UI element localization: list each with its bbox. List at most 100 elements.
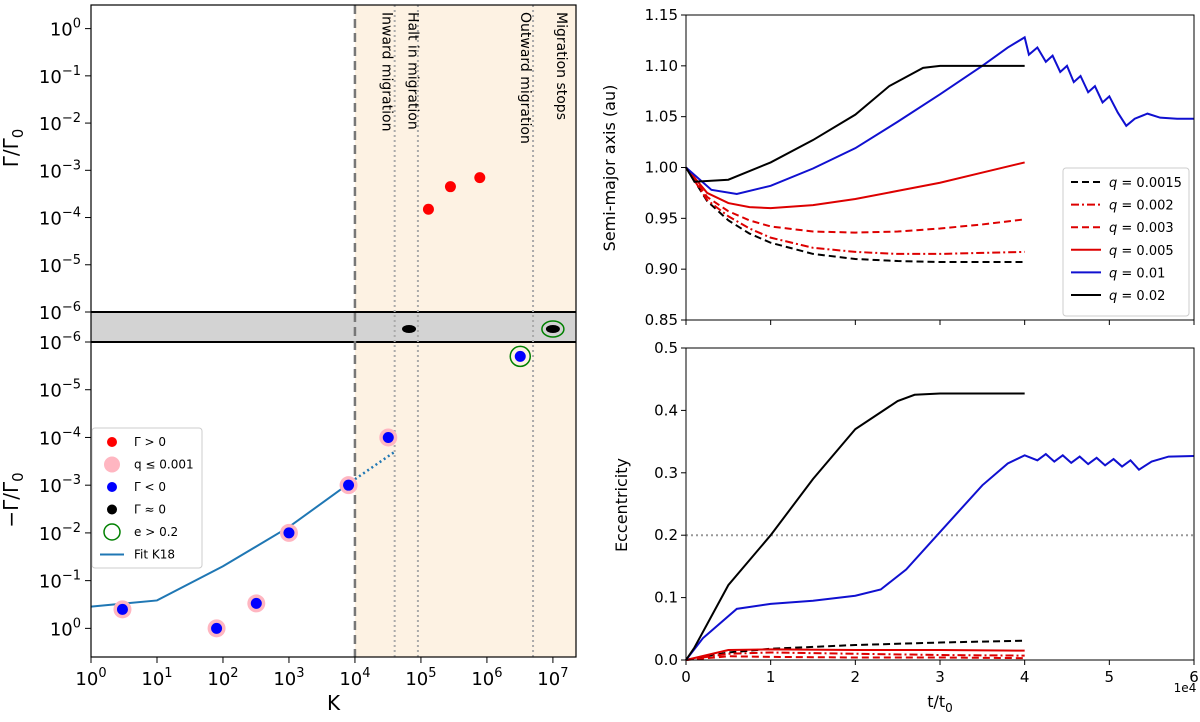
upper-y-tick-label-3-exp: −3 xyxy=(62,158,81,173)
lower-y-tick-label-6-base: 10 xyxy=(50,619,73,640)
eccentric-ring-zero-1 xyxy=(541,320,565,338)
right-legend-q-symbol-2: q xyxy=(1109,221,1117,236)
eccentricity-x-tick-label-5: 5 xyxy=(1105,668,1115,686)
x-tick-label-1-base: 10 xyxy=(141,669,164,690)
x-tick-label-0-base: 10 xyxy=(75,669,98,690)
upper-y-tick-label-1-exp: −1 xyxy=(62,64,81,79)
positive-torque-point-2 xyxy=(474,172,486,184)
lower-y-tick-label-6: 100 xyxy=(50,616,81,640)
lower-y-tick-label-4: 10−2 xyxy=(39,521,81,545)
lower-y-tick-label-5-exp: −1 xyxy=(62,569,81,584)
eccentricity-y-tick-label-2: 0.2 xyxy=(654,526,678,544)
x-tick-label-5: 105 xyxy=(405,666,436,690)
semimajor-series-line-3 xyxy=(685,161,1025,210)
right-legend-q-value-1: = 0.002 xyxy=(1117,199,1173,214)
lower-y-axis-label: −Γ/Γ0 xyxy=(0,472,27,527)
eccentricity-x-tick-label-6: 6 xyxy=(1189,668,1199,686)
upper-y-tick-label-5-exp: −5 xyxy=(62,253,81,268)
x-tick-label-3-base: 10 xyxy=(273,669,296,690)
x-tick-label-7: 107 xyxy=(537,666,568,690)
upper-y-tick-label-1: 10−1 xyxy=(39,64,81,88)
upper-y-tick-label-6-exp: −6 xyxy=(62,300,81,315)
upper-y-tick-label-6: 10−6 xyxy=(39,300,81,324)
zero-band xyxy=(91,312,576,342)
upper-y-tick-label-0-exp: 0 xyxy=(73,17,81,32)
upper-y-tick-label-2: 10−2 xyxy=(39,111,81,135)
right-legend-label-5: q = 0.02 xyxy=(1109,289,1165,304)
right-legend-q-value-2: = 0.003 xyxy=(1117,221,1173,236)
upper-y-tick-label-0: 100 xyxy=(50,17,81,41)
legend-label-neg: Γ < 0 xyxy=(134,480,166,494)
upper-y-tick-label-1-base: 10 xyxy=(39,67,62,88)
lower-y-tick-label-6-exp: 0 xyxy=(73,616,81,631)
legend-marker-zero xyxy=(107,504,117,515)
right-legend-label-4: q = 0.01 xyxy=(1109,266,1165,281)
x-tick-label-4: 104 xyxy=(339,666,370,690)
legend-marker-lowq xyxy=(104,456,120,473)
x-tick-label-6-exp: 6 xyxy=(494,666,502,681)
upper-y-tick-label-3: 10−3 xyxy=(39,158,81,182)
semimajor-series-line-5 xyxy=(685,64,1025,183)
eccentricity-panel-frame xyxy=(685,347,1195,661)
right-legend-q-value-5: = 0.02 xyxy=(1117,289,1165,304)
eccentricity-x-tick-label-4: 4 xyxy=(1020,668,1030,686)
semimajor-series-line-2 xyxy=(685,166,1025,234)
eccentricity-x-tick-label-0: 0 xyxy=(681,668,691,686)
time-axis-label: t/t0 xyxy=(927,692,953,715)
x-tick-label-1-exp: 1 xyxy=(164,666,172,681)
lower-y-tick-label-1: 10−5 xyxy=(39,378,81,402)
upper-y-tick-label-4-exp: −4 xyxy=(62,206,81,221)
legend-label-lowq: q ≤ 0.001 xyxy=(134,458,194,472)
negative-torque-point-1 xyxy=(211,622,223,634)
semimajor-y-tick-label-5: 1.10 xyxy=(645,57,678,75)
x-tick-label-3-exp: 3 xyxy=(296,666,304,681)
right-legend-q-value-0: = 0.0015 xyxy=(1117,176,1182,191)
lower-y-tick-label-0-exp: −6 xyxy=(62,330,81,345)
eccentricity-x-tick-label-1: 1 xyxy=(766,668,776,686)
right-legend-q-value-4: = 0.01 xyxy=(1117,266,1165,281)
eccentricity-y-tick-label-3: 0.3 xyxy=(654,464,678,482)
x-tick-label-0-exp: 0 xyxy=(98,666,106,681)
x-tick-label-5-base: 10 xyxy=(405,669,428,690)
negative-torque-point-6 xyxy=(514,350,526,362)
lower-y-tick-label-2-base: 10 xyxy=(39,428,62,449)
x-tick-label-7-exp: 7 xyxy=(560,666,568,681)
right-legend-q-symbol-0: q xyxy=(1109,176,1117,191)
zero-torque-point-0 xyxy=(402,325,417,333)
lower-y-tick-label-2: 10−4 xyxy=(39,425,81,449)
upper-y-tick-label-4: 10−4 xyxy=(39,206,81,230)
eccentricity-x-tick-label-2: 2 xyxy=(851,668,861,686)
negative-torque-point-2 xyxy=(250,597,262,609)
right-legend-label-0: q = 0.0015 xyxy=(1109,176,1182,191)
x-tick-label-0: 100 xyxy=(75,666,106,690)
upper-y-axis-label-sub: 0 xyxy=(9,129,27,139)
eccentricity-series-line-0 xyxy=(685,639,1025,661)
right-legend-label-1: q = 0.002 xyxy=(1109,199,1174,214)
right-legend-q-symbol-1: q xyxy=(1109,199,1117,214)
x-tick-label-6: 106 xyxy=(471,666,502,690)
semimajor-y-tick-label-2: 0.95 xyxy=(645,209,678,227)
lower-y-tick-label-4-base: 10 xyxy=(39,524,62,545)
lower-y-tick-label-1-exp: −5 xyxy=(62,378,81,393)
eccentricity-y-tick-label-4: 0.4 xyxy=(654,401,678,419)
negative-torque-point-3 xyxy=(283,527,295,539)
lower-y-tick-label-3: 10−3 xyxy=(39,473,81,497)
x-offset-text: 1e4 xyxy=(1174,681,1197,695)
zero-torque-point-1 xyxy=(545,325,560,333)
legend-marker-neg xyxy=(107,482,117,492)
semimajor-y-tick-label-3: 1.00 xyxy=(645,159,678,177)
lower-y-tick-label-2-exp: −4 xyxy=(62,425,81,440)
upper-y-tick-label-2-base: 10 xyxy=(39,114,62,135)
x-tick-label-3: 103 xyxy=(273,666,304,690)
positive-torque-point-1 xyxy=(444,181,456,193)
eccentricity-series-line-4 xyxy=(685,452,1195,661)
lower-y-tick-label-3-base: 10 xyxy=(39,476,62,497)
x-tick-label-6-base: 10 xyxy=(471,669,494,690)
x-tick-label-4-base: 10 xyxy=(339,669,362,690)
time-axis-label-sub: 0 xyxy=(945,701,953,715)
eccentricity-y-tick-label-5: 0.5 xyxy=(654,339,678,357)
eccentricity-y-tick-label-1: 0.1 xyxy=(654,589,678,607)
right-legend-label-2: q = 0.003 xyxy=(1109,221,1174,236)
semimajor-series-line-1 xyxy=(685,166,1025,255)
